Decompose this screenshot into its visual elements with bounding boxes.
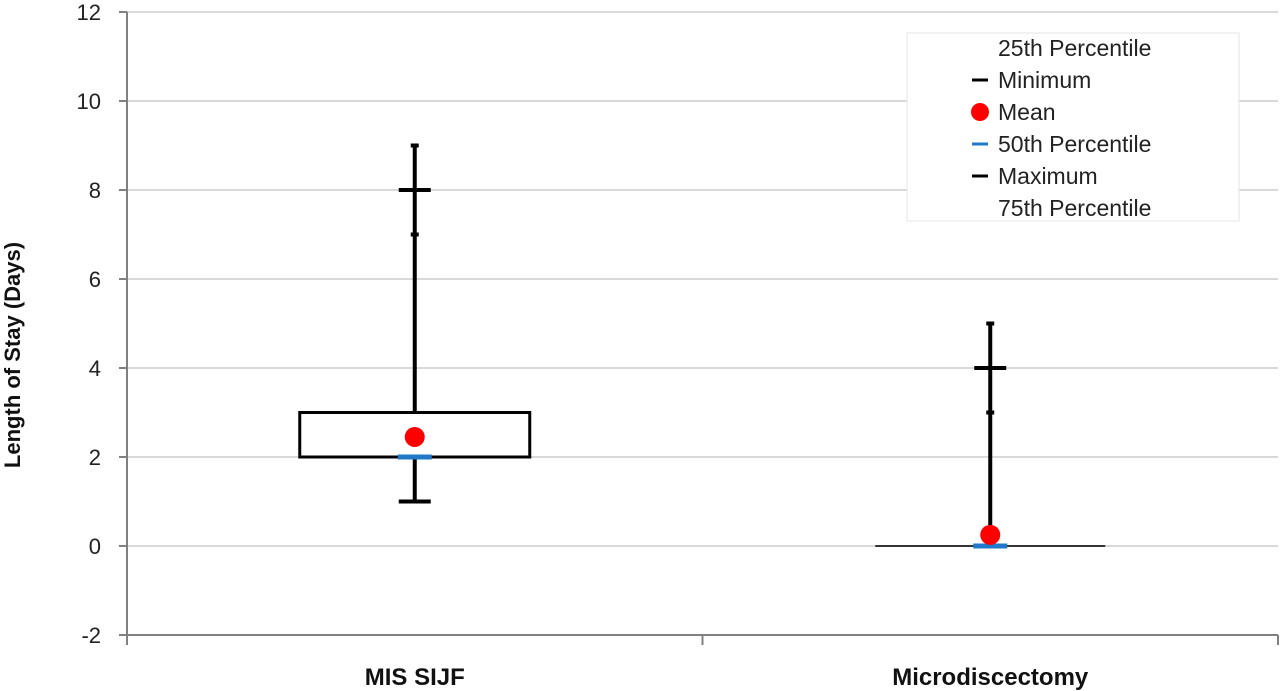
y-tick-label: 0: [89, 534, 101, 559]
legend-entry: 50th Percentile: [972, 131, 1151, 157]
x-tick-label: MIS SIJF: [365, 664, 465, 691]
legend-entry: Mean: [971, 99, 1056, 125]
mean-marker: [404, 426, 425, 447]
y-tick-label: 12: [77, 0, 101, 25]
legend-swatch: [971, 103, 989, 121]
legend-label: 75th Percentile: [998, 195, 1151, 221]
y-tick-label: 6: [89, 267, 101, 292]
x-tick-labels: MIS SIJF Microdiscectomy: [365, 664, 1089, 691]
legend-box: [906, 32, 1240, 222]
y-axis-label: Length of Stay (Days): [0, 242, 25, 468]
legend-label: 25th Percentile: [998, 35, 1151, 61]
axes: [119, 11, 1279, 645]
legend-label: Minimum: [998, 67, 1091, 93]
y-tick-label: 8: [89, 178, 101, 203]
box-series: [298, 143, 1106, 549]
y-tick-label: -2: [81, 623, 101, 648]
legend: 25th Percentile Minimum Mean 50th Percentil…: [906, 32, 1240, 222]
legend-entry: 75th Percentile: [998, 195, 1151, 221]
mean-marker: [980, 524, 1001, 545]
y-tick-labels: -2 0 2 4 6 8 10 12: [77, 0, 101, 648]
legend-label: 50th Percentile: [998, 131, 1151, 157]
legend-label: Maximum: [998, 163, 1098, 189]
box-group: [298, 143, 532, 504]
x-tick-label: Microdiscectomy: [892, 664, 1089, 691]
box-group: [875, 321, 1106, 549]
legend-label: Mean: [998, 99, 1056, 125]
legend-entry: 25th Percentile: [998, 35, 1151, 61]
y-tick-label: 4: [89, 356, 101, 381]
y-tick-label: 10: [77, 89, 101, 114]
y-tick-label: 2: [89, 445, 101, 470]
legend-entry: Maximum: [972, 163, 1098, 189]
legend-entry: Minimum: [972, 67, 1091, 93]
